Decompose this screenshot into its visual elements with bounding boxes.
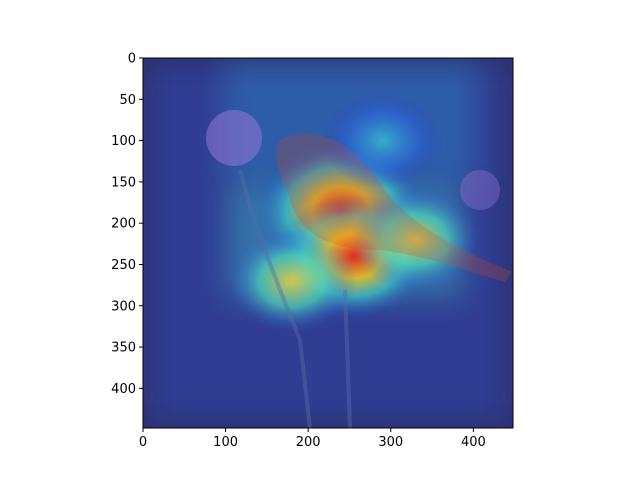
x-tick-label: 300 xyxy=(378,435,403,450)
plot-frame xyxy=(142,57,514,429)
y-tick-label: 50 xyxy=(119,93,136,108)
y-tick-label: 0 xyxy=(128,52,136,67)
x-tick-label: 200 xyxy=(296,435,321,450)
heatmap-hotspots xyxy=(226,92,481,333)
y-tick-label: 150 xyxy=(111,175,136,190)
x-tick-label: 400 xyxy=(461,435,486,450)
thistle-stem xyxy=(238,169,312,428)
y-tick-label: 350 xyxy=(111,341,136,356)
y-tick-label: 300 xyxy=(111,299,136,314)
x-tick-label: 100 xyxy=(213,435,238,450)
thistle-flower-right xyxy=(460,170,500,210)
scene-overlay xyxy=(206,110,512,428)
heatmap-image xyxy=(143,58,513,428)
heat-hotspot xyxy=(226,229,357,333)
y-tick-label: 250 xyxy=(111,258,136,273)
y-tick-label: 200 xyxy=(111,217,136,232)
thistle-flower-left xyxy=(206,110,262,166)
heat-hotspot xyxy=(350,187,481,292)
bird-body xyxy=(276,133,512,282)
heat-hotspot xyxy=(322,92,443,189)
y-axis: 0 50 100 150 200 250 300 350 400 xyxy=(111,52,143,397)
y-tick-label: 400 xyxy=(111,382,136,397)
thistle-stem-right xyxy=(343,289,352,428)
x-tick-label: 0 xyxy=(139,435,147,450)
x-axis: 0 100 200 300 400 xyxy=(139,428,486,450)
y-tick-label: 100 xyxy=(111,134,136,149)
